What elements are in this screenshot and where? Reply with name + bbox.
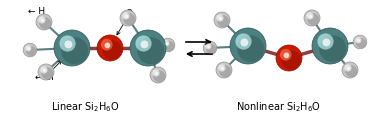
Ellipse shape [230, 28, 266, 64]
Ellipse shape [41, 67, 53, 79]
Ellipse shape [141, 40, 148, 48]
Ellipse shape [130, 30, 166, 66]
Ellipse shape [217, 15, 229, 27]
Ellipse shape [150, 67, 166, 83]
Ellipse shape [105, 43, 110, 48]
Ellipse shape [39, 16, 46, 24]
Ellipse shape [304, 10, 320, 26]
Ellipse shape [61, 37, 88, 64]
Ellipse shape [318, 33, 334, 50]
Ellipse shape [161, 38, 175, 52]
Ellipse shape [203, 41, 217, 55]
Ellipse shape [25, 45, 31, 51]
Ellipse shape [218, 17, 222, 20]
Ellipse shape [219, 65, 231, 77]
Ellipse shape [344, 64, 352, 72]
Ellipse shape [206, 44, 216, 54]
Ellipse shape [284, 53, 289, 58]
Ellipse shape [319, 35, 346, 62]
Ellipse shape [38, 64, 54, 80]
Ellipse shape [120, 10, 136, 26]
Ellipse shape [137, 37, 164, 64]
Ellipse shape [102, 40, 122, 60]
Ellipse shape [342, 62, 358, 78]
Ellipse shape [281, 50, 301, 70]
Ellipse shape [353, 35, 367, 49]
Ellipse shape [322, 38, 330, 46]
Ellipse shape [309, 15, 312, 18]
Ellipse shape [276, 45, 302, 71]
Ellipse shape [205, 43, 211, 49]
Ellipse shape [39, 17, 51, 29]
Ellipse shape [235, 33, 252, 50]
Ellipse shape [356, 38, 366, 48]
Ellipse shape [237, 35, 264, 62]
Ellipse shape [101, 39, 113, 51]
Ellipse shape [345, 65, 357, 77]
Ellipse shape [59, 35, 76, 52]
Ellipse shape [122, 12, 130, 20]
Ellipse shape [54, 30, 90, 66]
Text: Linear Si$_2$H$_6$O: Linear Si$_2$H$_6$O [51, 100, 119, 114]
Ellipse shape [347, 67, 350, 70]
Ellipse shape [41, 19, 44, 22]
Ellipse shape [163, 40, 169, 46]
Ellipse shape [26, 46, 36, 56]
Ellipse shape [355, 37, 361, 43]
Ellipse shape [312, 28, 348, 64]
Ellipse shape [218, 64, 226, 72]
Ellipse shape [165, 42, 168, 45]
Ellipse shape [357, 39, 360, 42]
Ellipse shape [307, 13, 319, 25]
Ellipse shape [152, 69, 160, 77]
Text: ← H: ← H [28, 7, 47, 22]
Ellipse shape [135, 35, 152, 52]
Ellipse shape [221, 67, 224, 70]
Ellipse shape [36, 14, 52, 30]
Ellipse shape [216, 14, 224, 22]
Ellipse shape [155, 72, 158, 75]
Ellipse shape [207, 45, 210, 48]
Ellipse shape [123, 13, 135, 25]
Ellipse shape [153, 70, 165, 82]
Ellipse shape [164, 41, 174, 51]
Ellipse shape [240, 38, 248, 46]
Ellipse shape [64, 40, 72, 48]
Ellipse shape [280, 49, 291, 61]
Text: ← Si: ← Si [35, 61, 61, 82]
Ellipse shape [23, 43, 37, 57]
Ellipse shape [43, 69, 46, 72]
Ellipse shape [40, 66, 48, 74]
Text: Nonlinear Si$_2$H$_6$O: Nonlinear Si$_2$H$_6$O [235, 100, 321, 114]
Ellipse shape [307, 12, 314, 20]
Ellipse shape [27, 47, 30, 50]
Ellipse shape [214, 12, 230, 28]
Ellipse shape [216, 62, 232, 78]
Ellipse shape [97, 35, 123, 61]
Text: O: O [117, 9, 133, 35]
Ellipse shape [125, 15, 128, 18]
